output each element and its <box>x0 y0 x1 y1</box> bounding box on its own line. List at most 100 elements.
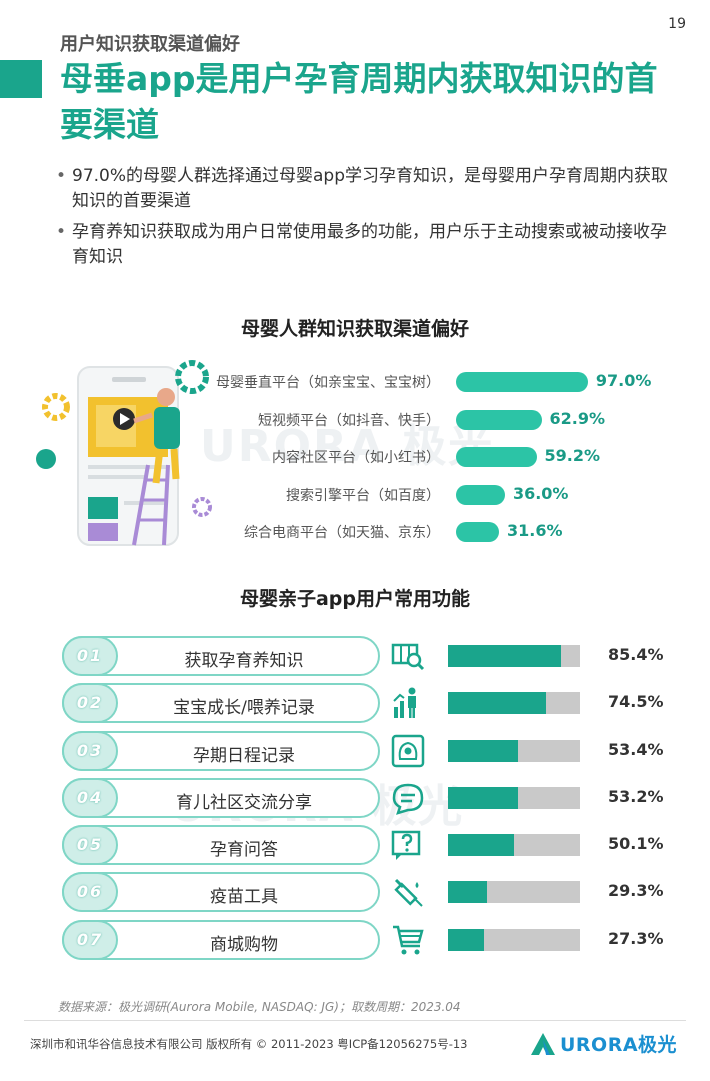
channel-value-label: 62.9% <box>549 408 606 428</box>
number-badge: 03 <box>62 730 118 771</box>
function-number: 02 <box>76 693 104 713</box>
number-badge: 01 <box>62 636 118 676</box>
function-bar-track <box>448 928 580 951</box>
function-bar-fill <box>448 834 515 857</box>
bullet-text: 孕育养知识获取成为用户日常使用最多的功能，用户乐于主动搜索或被动接收孕育知识 <box>72 222 667 267</box>
function-label: 疫苗工具 <box>210 887 278 908</box>
function-pill: 05 孕育问答 <box>62 825 380 866</box>
question-icon <box>391 830 421 861</box>
bullet-text: 97.0%的母婴人群选择通过母婴app学习孕育知识，是母婴用户孕育周期内获取知识… <box>72 166 669 211</box>
number-badge: 07 <box>62 919 118 960</box>
page-title: 母垂app是用户孕育周期内获取知识的首要渠道 <box>60 59 658 144</box>
footer-divider <box>24 1020 686 1021</box>
function-label: 宝宝成长/喂养记录 <box>173 698 315 719</box>
channel-bar-row: 综合电商平台（如天猫、京东） 31.6% <box>200 520 700 558</box>
number-badge: 05 <box>62 825 118 866</box>
channel-bar-row: 母婴垂直平台（如亲宝宝、宝宝树） 97.0% <box>200 370 700 408</box>
function-row: 02 宝宝成长/喂养记录 74.5% <box>62 683 702 730</box>
function-number: 03 <box>76 740 104 760</box>
function-row: 03 孕期日程记录 53.4% <box>62 730 702 778</box>
function-bar-track <box>448 786 580 809</box>
function-bar-fill <box>448 786 519 809</box>
channel-label: 短视频平台（如抖音、快手） <box>258 412 440 429</box>
section-label: 用户知识获取渠道偏好 <box>60 34 240 55</box>
function-bar-fill <box>448 881 487 904</box>
channel-bar-row: 搜索引擎平台（如百度） 36.0% <box>200 483 700 521</box>
function-label: 孕期日程记录 <box>193 745 295 766</box>
watermark-logo: URORA 极光 <box>200 421 495 472</box>
channel-bar <box>456 447 537 467</box>
function-bar-track <box>448 692 580 715</box>
aurora-logo-icon <box>531 1032 555 1055</box>
channel-label: 综合电商平台（如天猫、京东） <box>244 525 440 541</box>
function-label: 获取孕育养知识 <box>184 651 304 671</box>
data-source-note: 数据来源：极光调研(Aurora Mobile, NASDAQ: JG)；取数周… <box>58 1000 461 1014</box>
function-label: 孕育问答 <box>210 840 278 861</box>
channel-bar <box>456 409 542 430</box>
channel-bar-row: 短视频平台（如抖音、快手） 62.9% <box>200 408 700 446</box>
shopping-cart-icon <box>393 925 424 955</box>
channel-label: 内容社区平台（如小红书） <box>272 450 440 466</box>
logo-text: URORA极光 <box>560 1034 678 1056</box>
title-accent-bar <box>0 60 42 98</box>
function-bar-track <box>448 881 580 904</box>
function-bar-fill <box>448 645 561 667</box>
function-label: 育儿社区交流分享 <box>176 792 312 813</box>
ultrasound-icon <box>391 734 425 767</box>
chart1-title: 母婴人群知识获取渠道偏好 <box>240 318 469 340</box>
function-value-label: 27.3% <box>608 928 664 948</box>
function-row: 04 育儿社区交流分享 53.2% <box>62 777 702 825</box>
function-row: 05 孕育问答 50.1% <box>62 825 702 872</box>
channel-bar <box>456 484 505 505</box>
bullet-dot-icon: • <box>56 166 67 186</box>
growth-chart-icon <box>393 687 416 719</box>
page-number: 19 <box>668 16 686 32</box>
function-bar-fill <box>448 739 519 762</box>
copyright-text: 深圳市和讯华谷信息技术有限公司 版权所有 © 2011-2023 粤ICP备12… <box>30 1037 468 1051</box>
channel-bar-row: 内容社区平台（如小红书） 59.2% <box>200 445 700 483</box>
function-pill: 04 育儿社区交流分享 <box>62 777 380 818</box>
channel-value-label: 97.0% <box>595 371 652 390</box>
brand-logo: URORA极光 <box>530 1030 677 1057</box>
channel-label: 母婴垂直平台（如亲宝宝、宝宝树） <box>216 375 440 391</box>
function-value-label: 53.4% <box>608 739 664 759</box>
function-value-label: 74.5% <box>608 692 664 712</box>
chat-bubble-icon <box>392 783 424 815</box>
function-pill: 02 宝宝成长/喂养记录 <box>62 683 380 724</box>
number-badge: 02 <box>62 683 118 724</box>
channel-label: 搜索引擎平台（如百度） <box>286 487 440 504</box>
channel-value-label: 59.2% <box>544 446 601 465</box>
function-value-label: 29.3% <box>608 881 664 901</box>
bullet-item: • 97.0%的母婴人群选择通过母婴app学习孕育知识，是母婴用户孕育周期内获取知… <box>56 164 676 214</box>
function-bar-track <box>448 739 580 762</box>
function-row: 06 疫苗工具 29.3% <box>62 872 702 919</box>
phone-illustration-icon <box>36 360 212 546</box>
function-bar-track <box>448 645 580 667</box>
number-badge: 04 <box>62 777 118 818</box>
channel-bar <box>456 372 588 392</box>
function-bar-fill <box>448 928 485 951</box>
channel-preference-chart: 母婴垂直平台（如亲宝宝、宝宝树） 97.0% 短视频平台（如抖音、快手） 62.9% 内… <box>200 370 700 558</box>
function-pill: 01 获取孕育养知识 <box>62 636 380 676</box>
channel-value-label: 31.6% <box>506 521 563 540</box>
function-value-label: 53.2% <box>608 786 664 806</box>
function-number: 01 <box>76 646 104 665</box>
channel-bar <box>456 522 499 542</box>
function-number: 04 <box>76 787 104 807</box>
bullet-item: • 孕育养知识获取成为用户日常使用最多的功能，用户乐于主动搜索或被动接收孕育知识 <box>56 220 676 270</box>
syringe-icon <box>394 879 423 908</box>
function-value-label: 85.4% <box>608 645 664 664</box>
function-label: 商城购物 <box>210 934 278 955</box>
function-number: 06 <box>76 882 104 902</box>
function-row: 01 获取孕育养知识 85.4% <box>62 636 702 683</box>
function-bar-track <box>448 834 580 857</box>
app-function-chart: 01 获取孕育养知识 85.4% 02 宝宝成长/喂养记录 74.5% 03 孕期日程记录 53… <box>62 636 702 967</box>
number-badge: 06 <box>62 872 118 913</box>
function-pill: 06 疫苗工具 <box>62 872 380 913</box>
function-pill: 07 商城购物 <box>62 919 380 960</box>
function-pill: 03 孕期日程记录 <box>62 730 380 771</box>
function-row: 07 商城购物 27.3% <box>62 919 702 967</box>
function-number: 07 <box>76 929 104 949</box>
chart2-title: 母婴亲子app用户常用功能 <box>239 588 471 610</box>
function-bar-fill <box>448 692 547 715</box>
